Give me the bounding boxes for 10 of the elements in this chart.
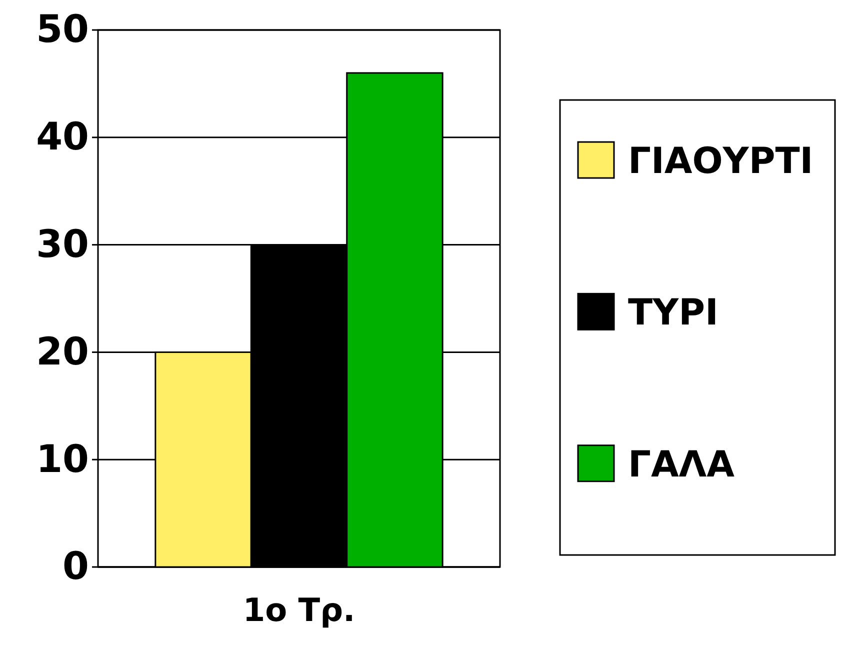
y-tick-label: 20 — [36, 329, 89, 374]
x-tick-label: 1ο Τρ. — [242, 591, 356, 630]
y-tick-label: 40 — [36, 114, 89, 159]
y-tick-label: 10 — [36, 436, 89, 481]
legend-label: ΤΥΡΙ — [628, 292, 718, 334]
y-tick-label: 50 — [36, 7, 89, 52]
legend-label: ΓΑΛΑ — [628, 444, 735, 486]
legend-label: ΓΙΑΟΥΡΤΙ — [628, 141, 814, 182]
y-tick-label: 30 — [36, 222, 89, 266]
y-tick-label: 0 — [62, 544, 89, 588]
